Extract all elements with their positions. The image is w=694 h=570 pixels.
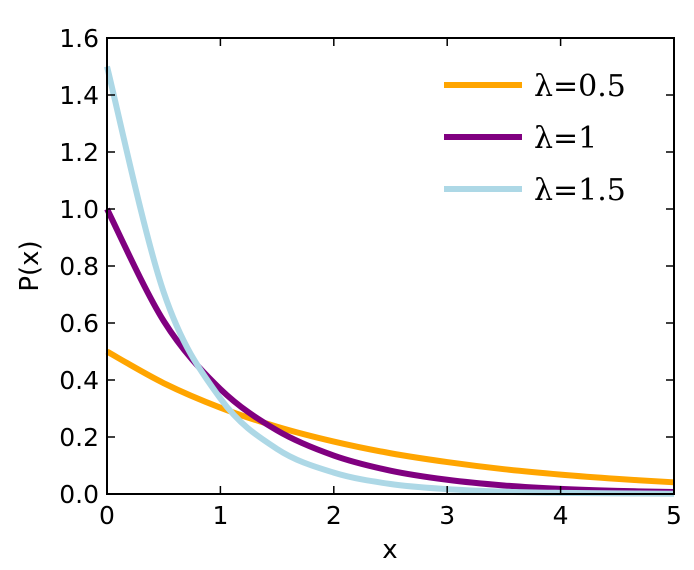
series-lines <box>104 65 675 497</box>
y-tick-label: 0.8 <box>59 252 99 281</box>
x-tick-label: 1 <box>212 501 228 530</box>
x-tick-label: 5 <box>666 501 682 530</box>
x-tick-label: 3 <box>439 501 455 530</box>
y-tick-label: 0.0 <box>59 480 99 509</box>
legend-label: λ=0.5 <box>534 69 626 104</box>
y-tick-label: 0.4 <box>59 366 99 395</box>
series-line-1 <box>105 348 675 486</box>
x-tick-label: 4 <box>553 501 569 530</box>
x-axis-label: x <box>382 535 397 565</box>
x-tick-label: 2 <box>326 501 342 530</box>
x-tick-label: 0 <box>99 501 115 530</box>
legend: λ=0.5 λ=1 λ=1.5 <box>444 69 626 208</box>
axis-ticks: 0 1 2 3 4 5 0.0 0.2 0.4 0.6 0.8 1.0 1.2 1.4 1.6 <box>59 24 682 530</box>
legend-label: λ=1.5 <box>534 173 626 208</box>
series-line-3 <box>104 65 675 497</box>
y-axis-label: P(x) <box>15 240 45 291</box>
y-tick-label: 1.4 <box>59 81 99 110</box>
y-tick-label: 0.6 <box>59 309 99 338</box>
y-tick-label: 1.6 <box>59 24 99 53</box>
y-tick-label: 1.2 <box>59 138 99 167</box>
y-tick-label: 0.2 <box>59 423 99 452</box>
legend-label: λ=1 <box>534 121 597 156</box>
series-line-2 <box>104 207 675 495</box>
plot-frame <box>106 37 675 495</box>
y-tick-label: 1.0 <box>59 195 99 224</box>
